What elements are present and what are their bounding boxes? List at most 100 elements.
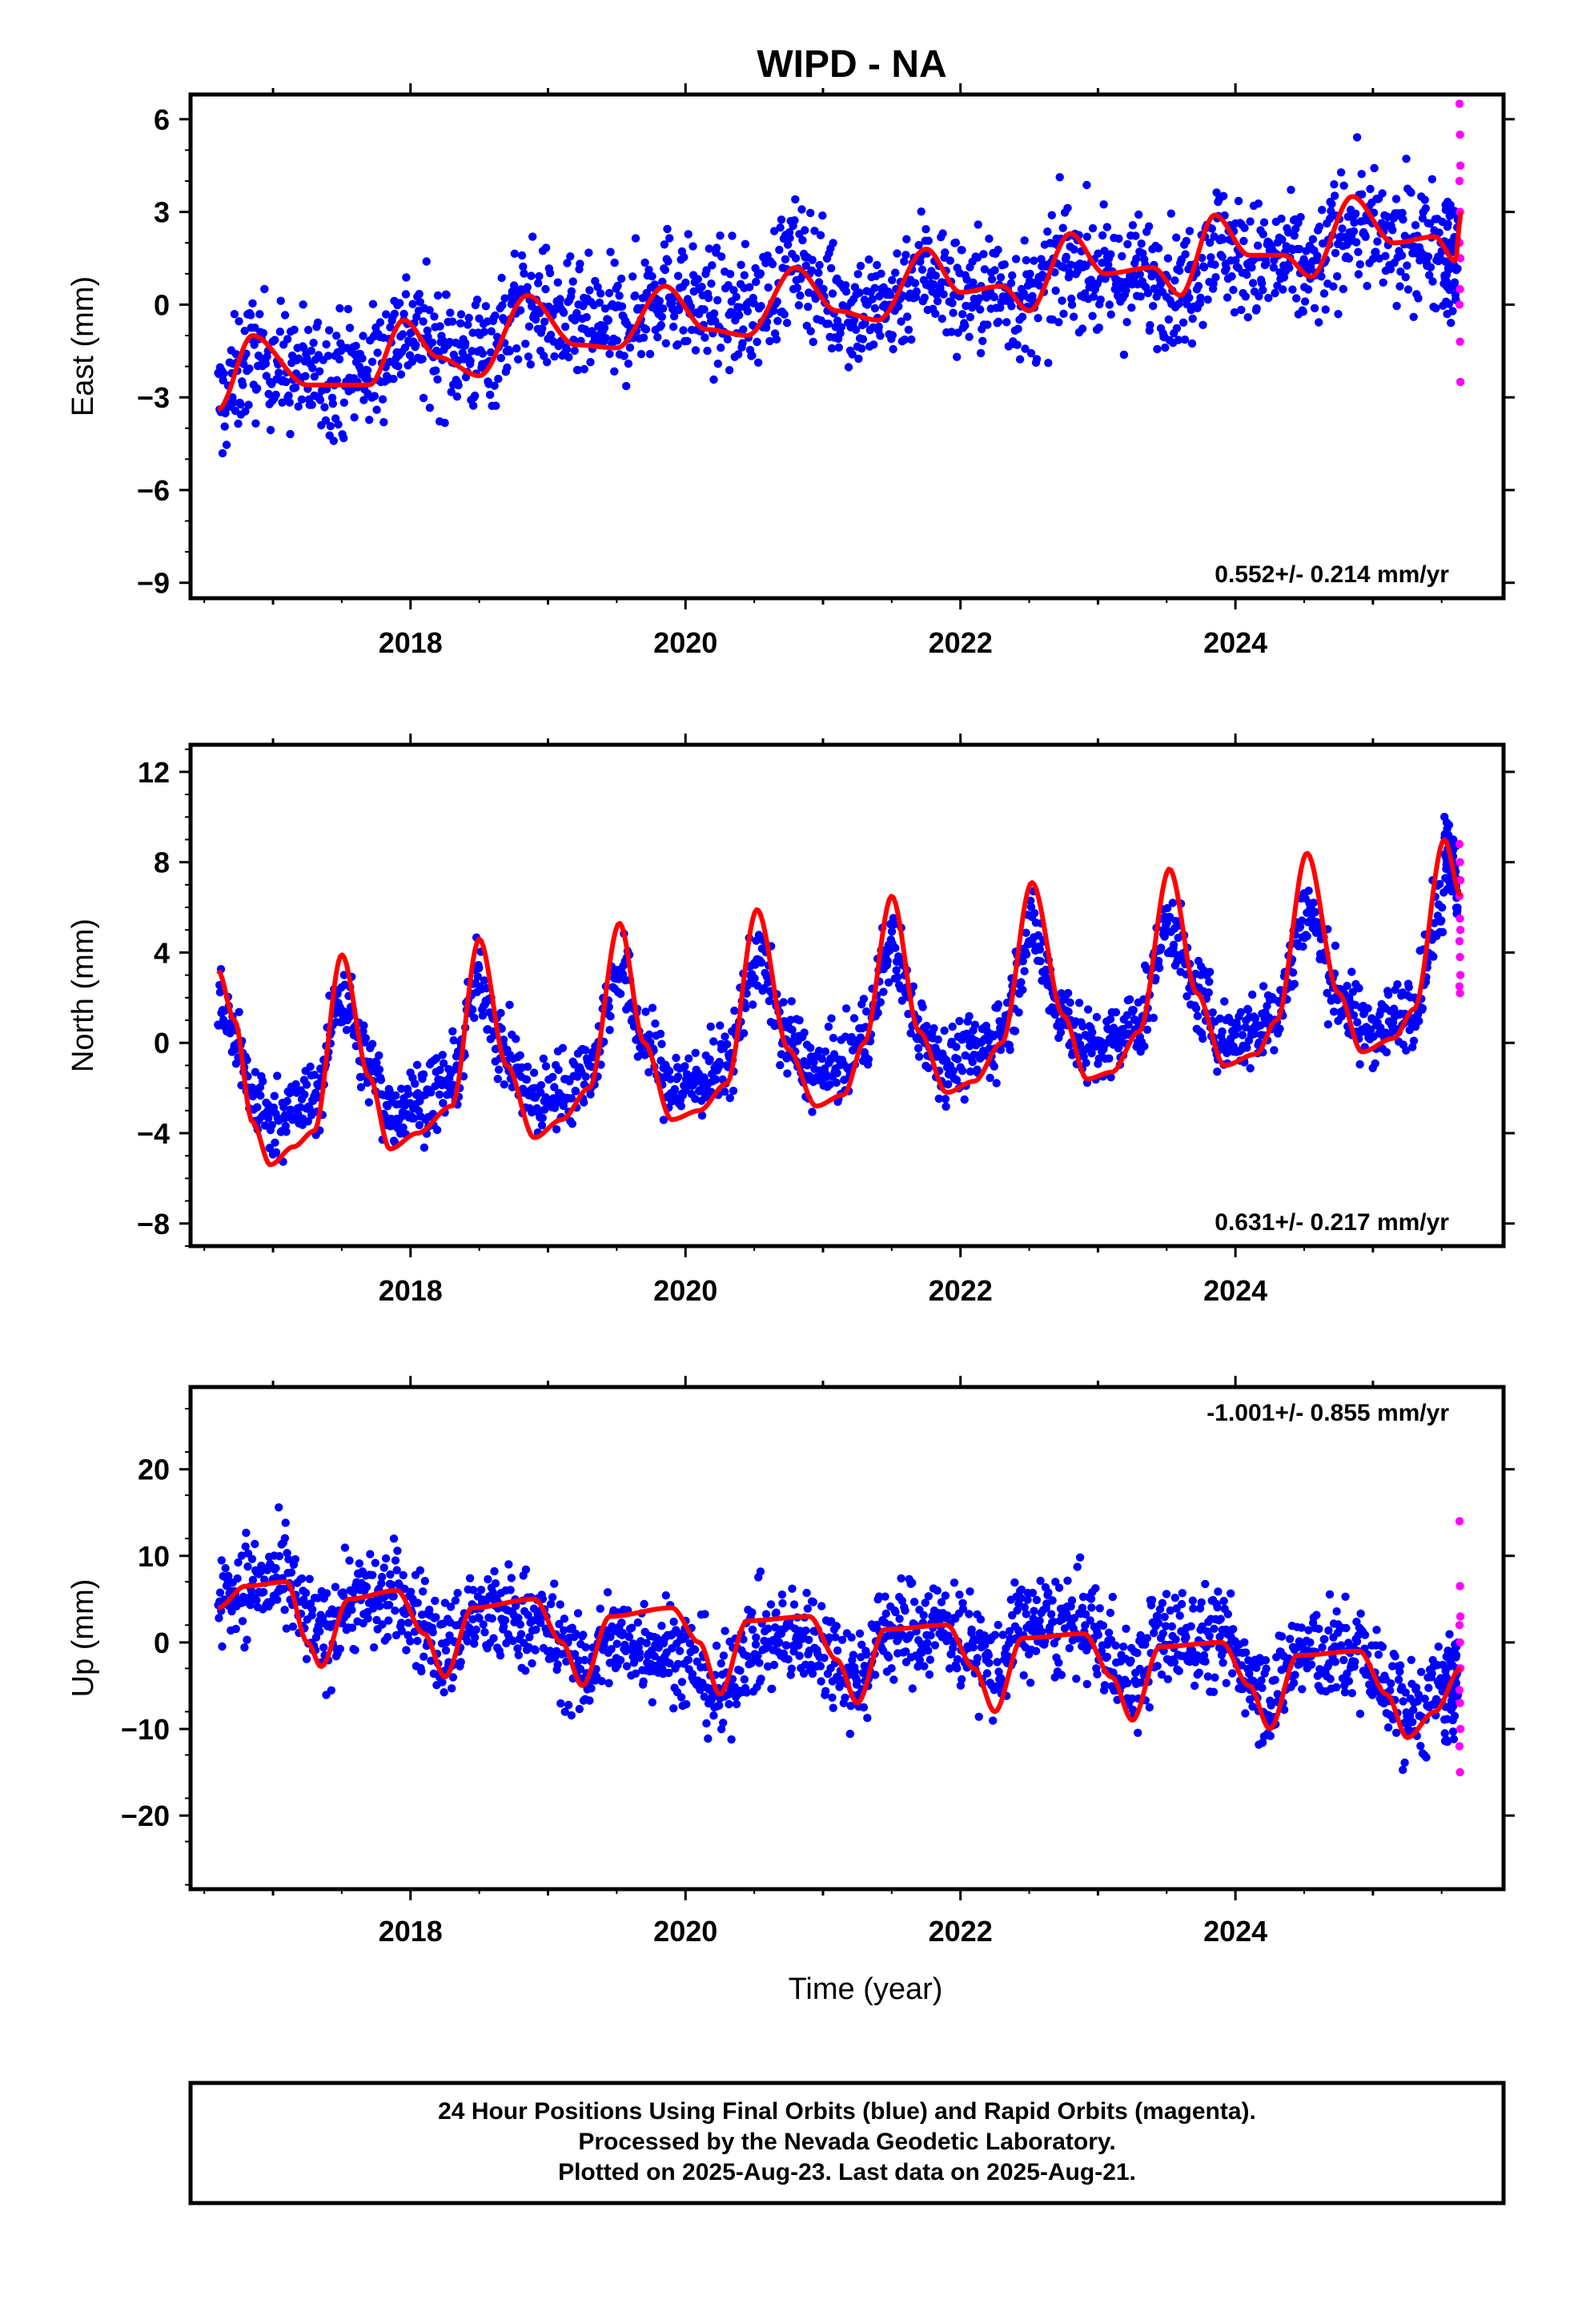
data-point xyxy=(1243,270,1251,279)
data-point xyxy=(234,1558,243,1567)
data-point xyxy=(1060,263,1069,272)
data-point xyxy=(953,1055,962,1063)
data-point xyxy=(1006,279,1016,287)
data-point xyxy=(399,1570,408,1580)
data-point xyxy=(1169,940,1178,950)
data-point xyxy=(543,358,552,367)
data-point xyxy=(1367,1025,1375,1034)
data-point xyxy=(930,1023,938,1033)
data-point xyxy=(287,1105,295,1115)
data-point xyxy=(275,1503,283,1512)
data-point xyxy=(284,391,293,400)
data-point xyxy=(432,1125,442,1135)
data-point xyxy=(587,1684,596,1693)
data-point xyxy=(764,978,773,987)
data-point xyxy=(1026,1679,1035,1687)
data-point xyxy=(1196,293,1205,302)
data-point xyxy=(825,1080,834,1089)
data-point xyxy=(440,418,449,428)
data-point xyxy=(665,1067,674,1076)
data-point xyxy=(473,972,482,981)
data-point xyxy=(923,1638,932,1647)
data-point xyxy=(491,311,500,320)
data-point xyxy=(471,391,480,400)
data-point xyxy=(816,1662,825,1671)
data-point xyxy=(291,383,300,392)
y-tick-label: −3 xyxy=(137,381,170,414)
data-point xyxy=(1453,903,1462,912)
data-point xyxy=(1182,236,1191,246)
data-point xyxy=(946,256,955,265)
data-point xyxy=(322,340,331,349)
data-point xyxy=(984,1651,994,1660)
data-point xyxy=(1019,288,1028,298)
data-point xyxy=(419,1587,428,1596)
data-point xyxy=(379,1563,388,1572)
data-point xyxy=(415,1120,424,1130)
data-point xyxy=(689,242,697,251)
data-point xyxy=(391,1091,400,1100)
rapid-data-point xyxy=(1456,876,1465,885)
data-point xyxy=(624,1632,634,1642)
data-point xyxy=(949,1067,958,1076)
data-point xyxy=(1437,916,1446,925)
data-point xyxy=(242,1528,251,1538)
data-point xyxy=(460,339,470,348)
rapid-data-point xyxy=(1456,161,1465,170)
data-point xyxy=(256,1091,265,1100)
data-point xyxy=(677,1102,685,1111)
data-point xyxy=(992,1079,1001,1088)
rapid-data-point xyxy=(1455,176,1464,186)
data-point xyxy=(490,1566,499,1576)
data-point xyxy=(841,1004,851,1013)
data-point xyxy=(500,294,509,303)
data-point xyxy=(310,372,319,381)
data-point xyxy=(415,289,424,299)
data-point xyxy=(536,1618,545,1627)
data-point xyxy=(302,1655,311,1663)
data-point xyxy=(537,1121,547,1130)
data-point xyxy=(347,1623,357,1632)
data-point xyxy=(1315,318,1323,327)
data-point xyxy=(798,235,807,245)
data-point xyxy=(697,1111,707,1120)
data-point xyxy=(1295,244,1304,254)
data-point xyxy=(811,294,820,304)
data-point xyxy=(777,215,786,224)
data-point xyxy=(1402,1046,1411,1055)
data-point xyxy=(1069,312,1078,321)
data-point xyxy=(1153,344,1162,354)
data-point xyxy=(1125,995,1134,1004)
data-point xyxy=(1066,998,1074,1007)
data-point xyxy=(955,1016,964,1026)
data-point xyxy=(1082,180,1091,190)
y-tick-label: 8 xyxy=(154,846,170,879)
data-point xyxy=(941,1591,950,1600)
data-point xyxy=(741,1003,750,1013)
data-point xyxy=(305,1574,314,1583)
data-point xyxy=(953,352,962,361)
data-point xyxy=(484,1574,492,1584)
data-point xyxy=(1132,254,1141,263)
data-point xyxy=(800,1028,809,1037)
data-point xyxy=(1002,318,1011,327)
data-point xyxy=(604,1679,613,1687)
data-point xyxy=(1149,1013,1158,1023)
data-point xyxy=(1004,1652,1013,1661)
data-point xyxy=(1343,981,1351,991)
data-point xyxy=(1403,261,1411,270)
data-point xyxy=(1379,278,1387,287)
data-point xyxy=(1011,255,1021,263)
data-point xyxy=(715,1701,724,1710)
data-point xyxy=(600,1637,609,1646)
data-point xyxy=(978,336,987,345)
data-point xyxy=(919,1610,928,1620)
data-point xyxy=(478,1011,488,1020)
final-orbit-points xyxy=(214,812,1463,1166)
data-point xyxy=(848,350,857,359)
data-point xyxy=(1321,305,1330,314)
data-point xyxy=(1094,324,1104,332)
rapid-data-point xyxy=(1455,99,1464,108)
data-point xyxy=(319,1643,328,1652)
data-point xyxy=(247,1586,256,1595)
